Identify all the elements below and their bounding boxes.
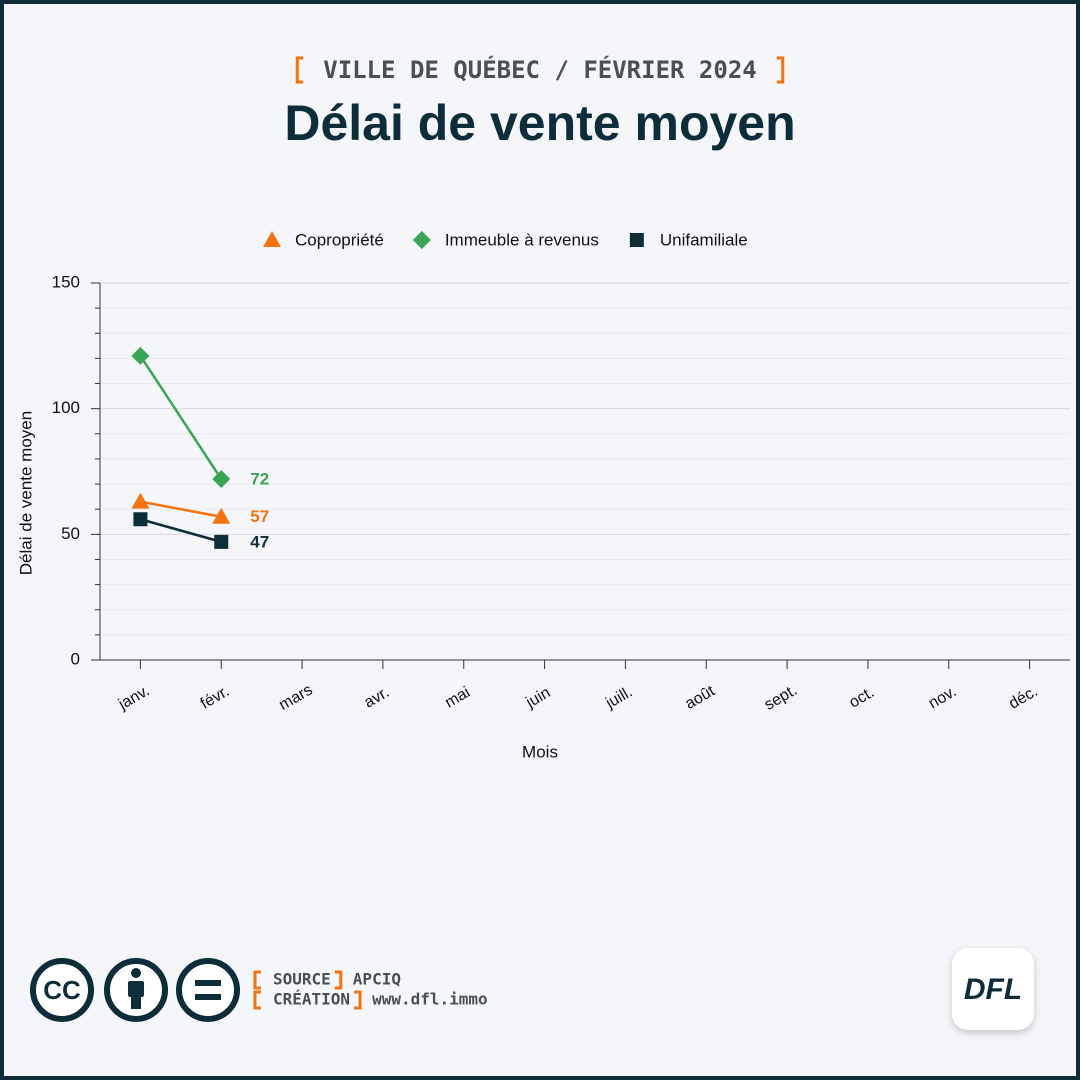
data-point [133,512,148,527]
bracket [253,990,261,1010]
legend-marker [263,231,281,247]
data-point [131,492,150,509]
logo: DFL [964,973,1022,1006]
nd-bar [195,994,221,1000]
data-point [131,346,150,365]
legend-marker [412,231,431,249]
legend-label: Immeuble à revenus [445,230,599,249]
series-line [140,518,222,544]
data-label: 47 [250,532,269,551]
logo-box [952,948,1034,1030]
data-label: 72 [250,470,269,489]
by-body [128,981,144,997]
series-line [139,355,223,480]
data-point [212,470,231,489]
bracket [295,56,304,84]
y-tick-label: 100 [52,398,80,417]
y-tick-label: 150 [52,272,80,291]
credit-value: APCIQ [353,970,401,989]
y-tick-label: 0 [71,649,80,668]
data-label: 57 [250,507,269,526]
x-axis-label: Mois [522,742,558,761]
nd-bar [195,980,221,986]
legend-label: Unifamiliale [660,230,748,249]
y-axis-label: Délai de vente moyen [16,411,35,575]
data-point [212,507,231,524]
nd-icon [176,958,240,1022]
bracket [354,990,362,1010]
chart-title: Délai de vente moyen [284,95,795,151]
cc-icon [30,958,94,1022]
background [4,4,1076,1076]
credit-value: www.dfl.immo [372,990,488,1009]
credit-label: SOURCE [273,970,331,989]
by-head [131,968,141,978]
credit-label: CRÉATION [273,990,350,1009]
cc-text: CC [43,975,81,1005]
bracket [776,56,785,84]
legend-label: Copropriété [295,230,384,249]
data-point [214,534,229,549]
legend-marker [629,233,644,247]
by-legs [131,995,141,1009]
bracket [253,970,261,990]
bracket [334,970,343,990]
license-icons: CC [30,958,240,1022]
y-tick-label: 50 [61,524,80,543]
series-line [140,500,222,518]
chart-subtitle: VILLE DE QUÉBEC / FÉVRIER 2024 [323,55,756,84]
